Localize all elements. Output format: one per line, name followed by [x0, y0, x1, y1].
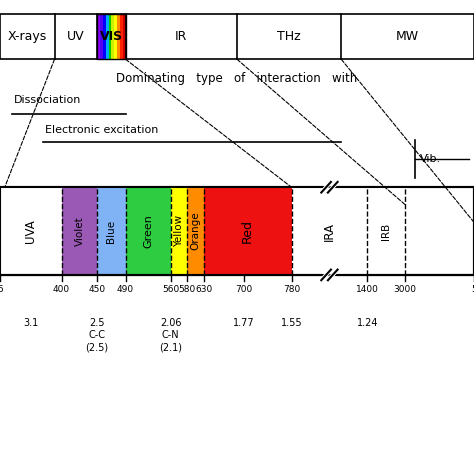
Text: 490: 490: [117, 285, 134, 294]
Text: Dissociation: Dissociation: [14, 95, 82, 105]
Bar: [109, 14, 111, 59]
Bar: [0, 187, 474, 275]
Text: VIS: VIS: [100, 30, 123, 43]
Text: 3000: 3000: [394, 285, 417, 294]
Text: Red: Red: [241, 219, 254, 243]
Text: 580: 580: [179, 285, 196, 294]
Text: 700: 700: [236, 285, 253, 294]
Bar: [100, 14, 103, 59]
Bar: [97, 14, 126, 59]
Bar: [97, 187, 126, 275]
Text: Dominating   type   of   interaction   with: Dominating type of interaction with: [117, 72, 357, 85]
Text: Electronic excitation: Electronic excitation: [45, 125, 158, 135]
Text: THz: THz: [277, 30, 301, 43]
Text: 560: 560: [162, 285, 179, 294]
Text: MW: MW: [396, 30, 419, 43]
Bar: [111, 14, 114, 59]
Text: UV: UV: [67, 30, 85, 43]
Bar: [103, 14, 106, 59]
Bar: [123, 14, 126, 59]
Bar: [0, 187, 474, 275]
Text: 2.06
C-N
(2.1): 2.06 C-N (2.1): [159, 318, 182, 352]
Text: 3.1: 3.1: [23, 318, 38, 328]
Bar: [187, 187, 204, 275]
Text: X-rays: X-rays: [8, 30, 47, 43]
Text: IR: IR: [175, 30, 188, 43]
Text: 1.55: 1.55: [281, 318, 302, 328]
Text: IRA: IRA: [323, 221, 336, 241]
Bar: [367, 187, 405, 275]
Bar: [204, 187, 292, 275]
Bar: [120, 14, 123, 59]
Text: 5: 5: [471, 285, 474, 294]
Bar: [0, 14, 474, 59]
Text: IRB: IRB: [381, 222, 392, 240]
Bar: [97, 14, 100, 59]
Text: 1400: 1400: [356, 285, 379, 294]
Bar: [62, 187, 97, 275]
Text: 1.24: 1.24: [356, 318, 378, 328]
Text: UVA: UVA: [24, 219, 37, 243]
Text: 400: 400: [53, 285, 70, 294]
Bar: [171, 187, 187, 275]
Text: 780: 780: [283, 285, 300, 294]
Text: Orange: Orange: [190, 212, 201, 250]
Bar: [0, 187, 62, 275]
Bar: [114, 14, 117, 59]
Text: Violet: Violet: [74, 216, 85, 246]
Text: Blue: Blue: [106, 219, 117, 243]
Text: Green: Green: [143, 214, 153, 248]
Text: Yellow: Yellow: [174, 215, 184, 247]
Bar: [126, 187, 171, 275]
Text: 2.5
C-C
(2.5): 2.5 C-C (2.5): [86, 318, 109, 352]
Text: 450: 450: [89, 285, 106, 294]
Text: 5: 5: [0, 285, 3, 294]
Bar: [106, 14, 109, 59]
Bar: [117, 14, 120, 59]
Bar: [292, 187, 367, 275]
Text: 630: 630: [195, 285, 212, 294]
Text: 1.77: 1.77: [233, 318, 255, 328]
Text: Vib.: Vib.: [419, 154, 441, 164]
